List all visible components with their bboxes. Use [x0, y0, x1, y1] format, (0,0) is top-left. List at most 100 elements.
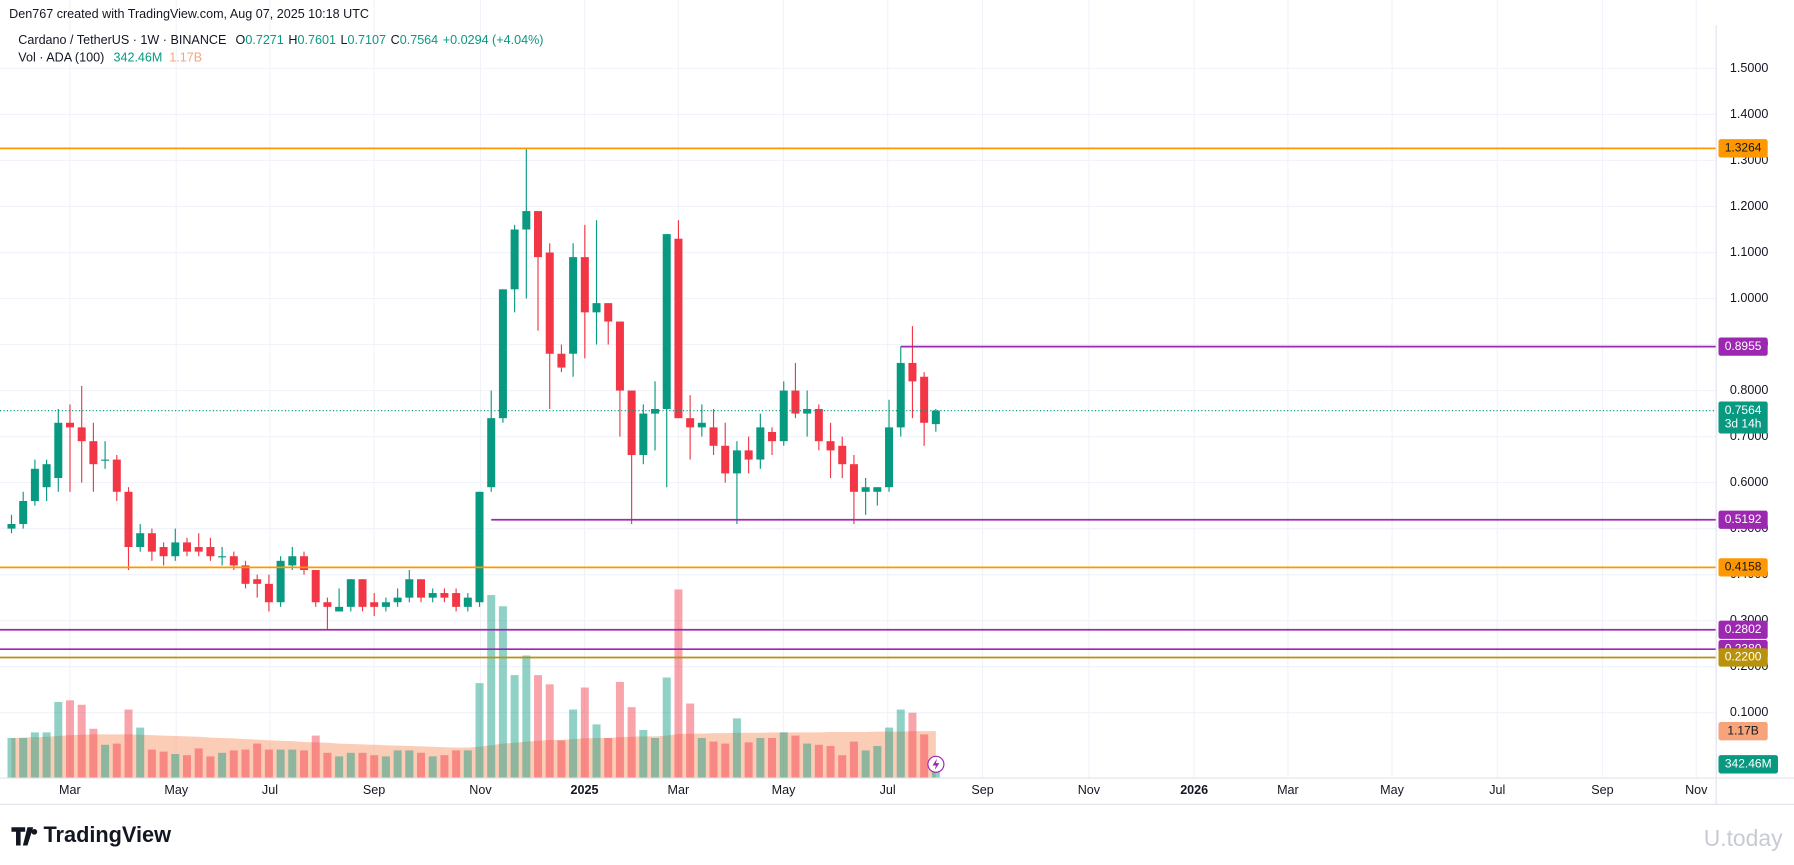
candle-body	[744, 450, 753, 460]
candle-body	[229, 556, 238, 566]
candle-body	[65, 422, 75, 428]
volume-bar	[791, 735, 800, 779]
volume-bar	[896, 709, 905, 779]
candle-body	[264, 583, 273, 603]
volume-bar	[206, 756, 215, 779]
candle-body	[323, 602, 332, 607]
volume-bar	[627, 707, 636, 779]
candle-body	[311, 570, 320, 603]
volume-bar	[42, 732, 51, 779]
price-tags: 1.32640.89550.51920.41580.28020.23800.22…	[1718, 139, 1778, 774]
ohlc-letter: O	[236, 34, 246, 48]
volume-bar	[264, 749, 273, 779]
open-value: 0.7271	[245, 34, 283, 48]
candle-body	[920, 376, 929, 423]
volume-name: Vol · ADA (100)	[18, 51, 104, 65]
volume-value: 342.46M	[113, 51, 162, 65]
volume-bar	[756, 737, 765, 779]
candle-body	[381, 602, 390, 607]
candle-body	[182, 542, 192, 552]
volume-bar	[171, 754, 180, 779]
volume-bar	[475, 683, 484, 779]
candle-body	[885, 427, 894, 488]
volume-bar	[580, 687, 589, 779]
volume-bar	[557, 740, 566, 779]
volume-ma-tag: 1.17B	[1727, 723, 1758, 737]
volume-bar	[885, 727, 894, 779]
x-tick-label: Jul	[880, 783, 896, 797]
volume-bar	[89, 728, 98, 779]
candle-body	[580, 257, 589, 313]
volume-bar	[873, 745, 882, 779]
volume-bar	[194, 748, 203, 779]
candle-body	[569, 257, 578, 354]
volume-bar	[803, 743, 812, 779]
candle-body	[30, 468, 39, 502]
candle-body	[931, 410, 940, 425]
volume-bar	[721, 743, 730, 779]
volume-bar	[229, 750, 238, 779]
candle-body	[417, 579, 426, 598]
candle-body	[276, 560, 285, 603]
volume-bar	[662, 677, 671, 779]
candle-body	[452, 593, 461, 607]
x-tick-label: Sep	[1591, 783, 1613, 797]
candle-body	[756, 427, 765, 460]
volume-bar	[101, 744, 110, 779]
volume-bar	[639, 729, 648, 779]
volume-bar	[604, 737, 613, 779]
volume-bar	[370, 755, 379, 779]
volume-bar	[861, 750, 870, 779]
x-tick-label: Nov	[1078, 783, 1101, 797]
y-tick-label: 0.6000	[1730, 475, 1768, 489]
level-label-bg	[1718, 558, 1768, 577]
level-label: 1.3264	[1725, 141, 1762, 155]
volume-bar	[522, 655, 531, 779]
volume-bar	[849, 741, 858, 779]
candle-body	[721, 445, 730, 474]
candle-body	[768, 431, 777, 442]
volume-ma-area	[11, 731, 936, 779]
level-label: 0.2200	[1725, 650, 1762, 664]
candle-body	[159, 547, 168, 557]
candle-body	[440, 593, 449, 598]
x-tick-label: Mar	[667, 783, 689, 797]
change: +0.0294 (+4.04%)	[443, 34, 544, 48]
candle-body	[194, 547, 203, 552]
volume-bar	[323, 752, 332, 779]
candle-body	[147, 533, 156, 552]
last-price-label: 0.7564	[1725, 403, 1762, 417]
candle-body	[487, 418, 496, 488]
brand-name: TradingView	[43, 822, 171, 847]
candle-body	[791, 390, 800, 414]
volume-ma-value: 1.17B	[169, 51, 202, 65]
volume-bar	[288, 749, 297, 779]
volume-bar	[545, 684, 554, 779]
x-tick-label: Jul	[262, 783, 278, 797]
candle-body	[651, 408, 660, 414]
volume-bar	[615, 681, 624, 779]
x-tick-label: Mar	[1277, 783, 1299, 797]
candle-body	[639, 413, 648, 455]
candle-body	[592, 303, 601, 313]
candle-body	[849, 464, 858, 492]
level-label-bg	[1718, 648, 1768, 667]
brand-mark	[11, 827, 34, 846]
candle-body	[171, 542, 180, 557]
candle-body	[241, 565, 250, 584]
volume-bar	[498, 606, 507, 779]
volume-bar	[405, 750, 414, 779]
volume-bar	[19, 737, 28, 779]
volume-bar	[651, 737, 660, 779]
volume-bar	[276, 749, 285, 779]
volume-bar	[335, 756, 344, 779]
candle-body	[300, 556, 309, 571]
candle-body	[662, 234, 671, 409]
y-tick-label: 0.8000	[1730, 383, 1768, 397]
candle-body	[358, 579, 367, 607]
close-value: 0.7564	[400, 34, 438, 48]
volume-bar	[686, 703, 695, 779]
candle-body	[346, 579, 355, 607]
y-tick-label: 1.4000	[1730, 107, 1768, 121]
